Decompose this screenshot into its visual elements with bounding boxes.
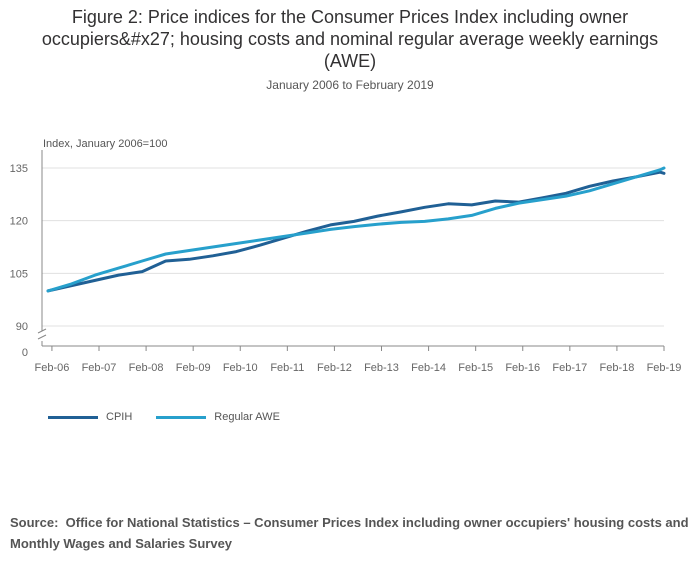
legend-item-cpih: CPIH	[48, 411, 132, 423]
y-axis-label: Index, January 2006=100	[43, 138, 167, 150]
axis-break-icon	[37, 328, 47, 340]
x-tick-label: Feb-17	[552, 362, 587, 374]
legend-label-awe: Regular AWE	[214, 411, 280, 423]
x-tick-label: Feb-10	[223, 362, 258, 374]
legend-swatch-awe	[156, 415, 207, 419]
x-tick-label: Feb-07	[82, 362, 117, 374]
y-tick-labels: 135 120 105 90 0	[10, 163, 28, 359]
y-tick-label: 135	[10, 163, 28, 175]
series-line-regular-awe	[46, 166, 666, 293]
y-tick-label: 90	[16, 321, 28, 333]
x-tick-label: Feb-08	[129, 362, 164, 374]
chart-subtitle: January 2006 to February 2019	[266, 78, 434, 92]
x-tick-label: Feb-12	[317, 362, 352, 374]
x-tick-labels: Feb-06 Feb-07 Feb-08 Feb-09 Feb-10 Feb-11 Feb-…	[34, 346, 681, 374]
legend-label-cpih: CPIH	[106, 411, 133, 423]
axes	[37, 150, 664, 347]
y-tick-label: 105	[10, 268, 28, 280]
legend: CPIH Regular AWE	[48, 408, 304, 426]
y-tick-label: 120	[10, 216, 28, 228]
source-note: Source: Office for National Statistics –…	[10, 512, 694, 554]
chart-title: Figure 2: Price indices for the Consumer…	[41, 7, 659, 71]
x-tick-label: Feb-14	[411, 362, 446, 374]
x-tick-label: Feb-19	[647, 362, 682, 374]
x-tick-label: Feb-13	[364, 362, 399, 374]
source-text: Office for National Statistics – Consume…	[10, 515, 689, 551]
legend-item-awe: Regular AWE	[156, 411, 280, 423]
series-lines	[46, 166, 666, 293]
legend-swatch-cpih	[48, 415, 98, 419]
x-tick-label: Feb-16	[505, 362, 540, 374]
x-tick-label: Feb-15	[458, 362, 493, 374]
grid-lines	[42, 167, 664, 327]
y-tick-label: 0	[22, 347, 28, 359]
x-tick-label: Feb-06	[34, 362, 69, 374]
source-label: Source:	[10, 515, 59, 530]
series-line-cpih	[46, 170, 666, 293]
x-tick-label: Feb-11	[270, 362, 304, 374]
x-tick-label: Feb-18	[599, 362, 634, 374]
x-tick-label: Feb-09	[176, 362, 211, 374]
